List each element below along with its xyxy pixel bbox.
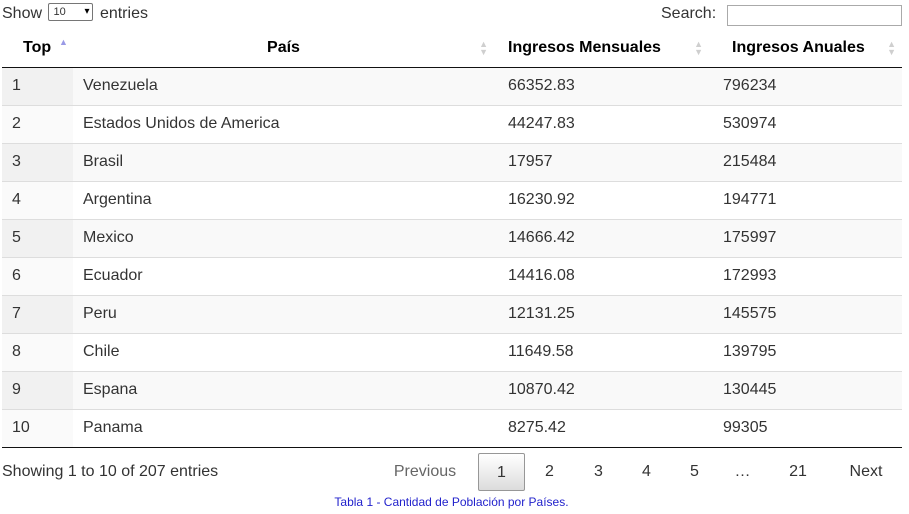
table-row: 9 Espana 10870.42 130445 xyxy=(2,370,902,409)
cell-ingresos-anuales: 530974 xyxy=(709,104,902,143)
page-button-3[interactable]: 3 xyxy=(594,463,603,480)
column-header-ingresos-mensuales[interactable]: Ingresos Mensuales ▲ ▼ xyxy=(494,30,709,68)
table-controls: Show 10 ▾ entries Search: xyxy=(0,0,909,30)
column-header-top[interactable]: Top ▲ xyxy=(2,30,73,68)
cell-ingresos-mensuales: 66352.83 xyxy=(494,67,709,105)
cell-ingresos-mensuales: 17957 xyxy=(494,142,709,181)
cell-top: 5 xyxy=(2,218,73,257)
cell-ingresos-mensuales: 10870.42 xyxy=(494,370,709,409)
page-button-21[interactable]: 21 xyxy=(789,463,807,480)
cell-ingresos-mensuales: 14666.42 xyxy=(494,218,709,257)
show-label: Show xyxy=(2,5,43,23)
cell-ingresos-mensuales: 14416.08 xyxy=(494,256,709,295)
page-length-select[interactable]: 10 ▾ xyxy=(48,3,94,21)
pagination-ellipsis: … xyxy=(734,463,751,480)
table-row: 10 Panama 8275.42 99305 xyxy=(2,408,902,448)
cell-ingresos-anuales: 172993 xyxy=(709,256,902,295)
cell-ingresos-mensuales: 44247.83 xyxy=(494,104,709,143)
cell-ingresos-mensuales: 11649.58 xyxy=(494,332,709,371)
cell-ingresos-anuales: 796234 xyxy=(709,67,902,105)
table-row: 6 Ecuador 14416.08 172993 xyxy=(2,256,902,295)
table-row: 4 Argentina 16230.92 194771 xyxy=(2,180,902,219)
table-row: 5 Mexico 14666.42 175997 xyxy=(2,218,902,257)
cell-ingresos-anuales: 99305 xyxy=(709,408,902,448)
cell-ingresos-anuales: 215484 xyxy=(709,142,902,181)
cell-ingresos-anuales: 175997 xyxy=(709,218,902,257)
next-page-button[interactable]: Next xyxy=(849,463,883,480)
cell-top: 10 xyxy=(2,408,73,448)
cell-pais: Venezuela xyxy=(73,67,494,105)
cell-ingresos-anuales: 194771 xyxy=(709,180,902,219)
sort-both-icon: ▲ ▼ xyxy=(694,39,703,57)
cell-pais: Chile xyxy=(73,332,494,371)
cell-top: 2 xyxy=(2,104,73,143)
cell-ingresos-mensuales: 8275.42 xyxy=(494,408,709,448)
search-input[interactable] xyxy=(727,5,902,26)
cell-top: 1 xyxy=(2,67,73,105)
page-button-5[interactable]: 5 xyxy=(690,463,699,480)
sort-both-icon: ▲ ▼ xyxy=(887,39,896,57)
entries-label: entries xyxy=(99,5,148,23)
cell-top: 4 xyxy=(2,180,73,219)
page-button-4[interactable]: 4 xyxy=(642,463,651,480)
cell-ingresos-mensuales: 12131.25 xyxy=(494,294,709,333)
page-length-value: 10 xyxy=(53,6,66,18)
page-button-2[interactable]: 2 xyxy=(545,463,554,480)
cell-ingresos-anuales: 130445 xyxy=(709,370,902,409)
search-label: Search: xyxy=(661,5,717,22)
cell-pais: Panama xyxy=(73,408,494,448)
cell-top: 7 xyxy=(2,294,73,333)
table-row: 2 Estados Unidos de America 44247.83 530974 xyxy=(2,104,902,143)
table-row: 1 Venezuela 66352.83 796234 xyxy=(2,67,902,105)
cell-pais: Brasil xyxy=(73,142,494,181)
previous-page-button[interactable]: Previous xyxy=(393,463,457,480)
table-row: 3 Brasil 17957 215484 xyxy=(2,142,902,181)
cell-pais: Espana xyxy=(73,370,494,409)
cell-top: 9 xyxy=(2,370,73,409)
page-button-1[interactable]: 1 xyxy=(478,453,525,491)
column-header-label: Ingresos Mensuales xyxy=(508,39,661,57)
column-header-ingresos-anuales[interactable]: Ingresos Anuales ▲ ▼ xyxy=(709,30,902,68)
column-header-label: País xyxy=(267,39,300,57)
column-header-label: Ingresos Anuales xyxy=(732,39,865,57)
cell-pais: Peru xyxy=(73,294,494,333)
sort-both-icon: ▲ ▼ xyxy=(479,39,488,57)
cell-ingresos-anuales: 139795 xyxy=(709,332,902,371)
cell-ingresos-mensuales: 16230.92 xyxy=(494,180,709,219)
cell-pais: Argentina xyxy=(73,180,494,219)
cell-top: 6 xyxy=(2,256,73,295)
table-caption: Tabla 1 - Cantidad de Población por País… xyxy=(334,495,569,509)
table-header-row: Top ▲ País ▲ ▼ Ingresos Mensuales ▲ ▼ Ingr… xyxy=(2,30,902,68)
cell-pais: Estados Unidos de America xyxy=(73,104,494,143)
table-row: 7 Peru 12131.25 145575 xyxy=(2,294,902,333)
column-header-label: Top xyxy=(23,39,52,57)
chevron-down-icon: ▾ xyxy=(84,6,90,17)
cell-pais: Ecuador xyxy=(73,256,494,295)
countries-table: Top ▲ País ▲ ▼ Ingresos Mensuales ▲ ▼ Ingr… xyxy=(2,30,902,448)
cell-top: 8 xyxy=(2,332,73,371)
cell-pais: Mexico xyxy=(73,218,494,257)
table-row: 8 Chile 11649.58 139795 xyxy=(2,332,902,371)
cell-ingresos-anuales: 145575 xyxy=(709,294,902,333)
cell-top: 3 xyxy=(2,142,73,181)
table-info: Showing 1 to 10 of 207 entries xyxy=(2,463,219,480)
sort-ascending-icon: ▲ xyxy=(59,37,68,47)
page-length-control: Show 10 ▾ entries xyxy=(2,3,148,23)
column-header-pais[interactable]: País ▲ ▼ xyxy=(73,30,494,68)
